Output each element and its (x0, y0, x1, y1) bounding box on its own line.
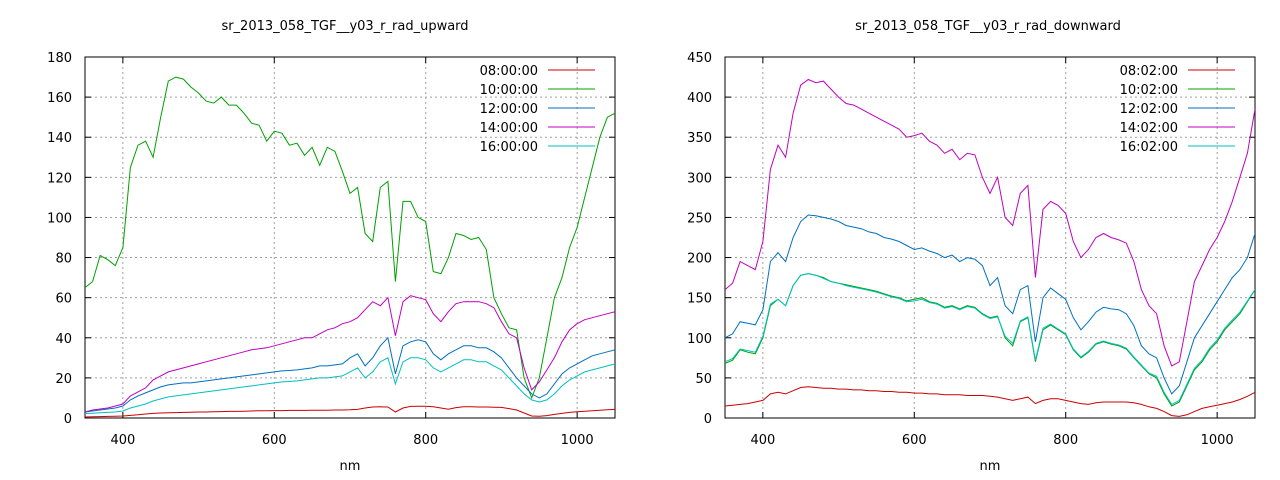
x-tick-label: 400 (750, 433, 775, 448)
y-tick-label: 50 (695, 372, 712, 387)
series-line-3 (725, 78, 1255, 367)
y-tick-label: 20 (55, 372, 72, 387)
legend-label: 08:00:00 (480, 64, 538, 79)
series-line-2 (725, 214, 1255, 395)
y-tick-label: 200 (687, 252, 712, 267)
x-tick-label: 600 (902, 433, 927, 448)
y-tick-label: 120 (47, 171, 72, 186)
x-tick-label: 400 (110, 433, 135, 448)
y-tick-label: 250 (687, 211, 712, 226)
x-tick-label: 800 (413, 433, 438, 448)
plot-frame (84, 56, 616, 419)
chart-title: sr_2013_058_TGF__y03_r_rad_downward (855, 19, 1121, 34)
legend-label: 16:02:00 (1120, 140, 1178, 155)
series-line-1 (725, 273, 1255, 407)
legend-label: 14:02:00 (1120, 121, 1178, 136)
y-tick-label: 400 (687, 91, 712, 106)
y-tick-label: 0 (64, 412, 72, 427)
chart-title: sr_2013_058_TGF__y03_r_rad_upward (221, 19, 468, 34)
series-line-0 (85, 405, 615, 418)
y-tick-label: 0 (704, 412, 712, 427)
y-tick-label: 100 (687, 332, 712, 347)
y-tick-label: 40 (55, 332, 72, 347)
legend-label: 12:02:00 (1120, 102, 1178, 117)
y-tick-label: 100 (47, 211, 72, 226)
legend-label: 08:02:00 (1120, 64, 1178, 79)
plot-frame (724, 56, 1256, 419)
y-tick-label: 300 (687, 171, 712, 186)
y-tick-label: 180 (47, 51, 72, 66)
y-tick-label: 60 (55, 292, 72, 307)
y-tick-label: 80 (55, 252, 72, 267)
series-line-2 (85, 336, 615, 413)
y-tick-label: 140 (47, 131, 72, 146)
x-tick-label: 1000 (1201, 433, 1234, 448)
x-tick-label: 1000 (561, 433, 594, 448)
x-tick-label: 600 (262, 433, 287, 448)
series-line-1 (85, 76, 615, 400)
y-tick-label: 150 (687, 292, 712, 307)
x-axis-label: nm (980, 459, 1001, 474)
upward-radiance-chart: sr_2013_058_TGF__y03_r_rad_upward 0 20 40 60… (47, 19, 616, 474)
series-line-4 (725, 273, 1255, 406)
legend-label: 12:00:00 (480, 102, 538, 117)
legend-label: 14:00:00 (480, 121, 538, 136)
legend-label: 10:02:00 (1120, 83, 1178, 98)
y-tick-label: 450 (687, 51, 712, 66)
series-line-0 (725, 386, 1255, 417)
series-line-3 (85, 295, 615, 413)
legend-label: 16:00:00 (480, 140, 538, 155)
x-tick-label: 800 (1053, 433, 1078, 448)
series-line-4 (85, 357, 615, 415)
y-tick-label: 160 (47, 91, 72, 106)
legend-label: 10:00:00 (480, 83, 538, 98)
y-tick-label: 350 (687, 131, 712, 146)
downward-radiance-chart: sr_2013_058_TGF__y03_r_rad_downward 0 50 10… (687, 19, 1256, 474)
x-axis-label: nm (340, 459, 361, 474)
